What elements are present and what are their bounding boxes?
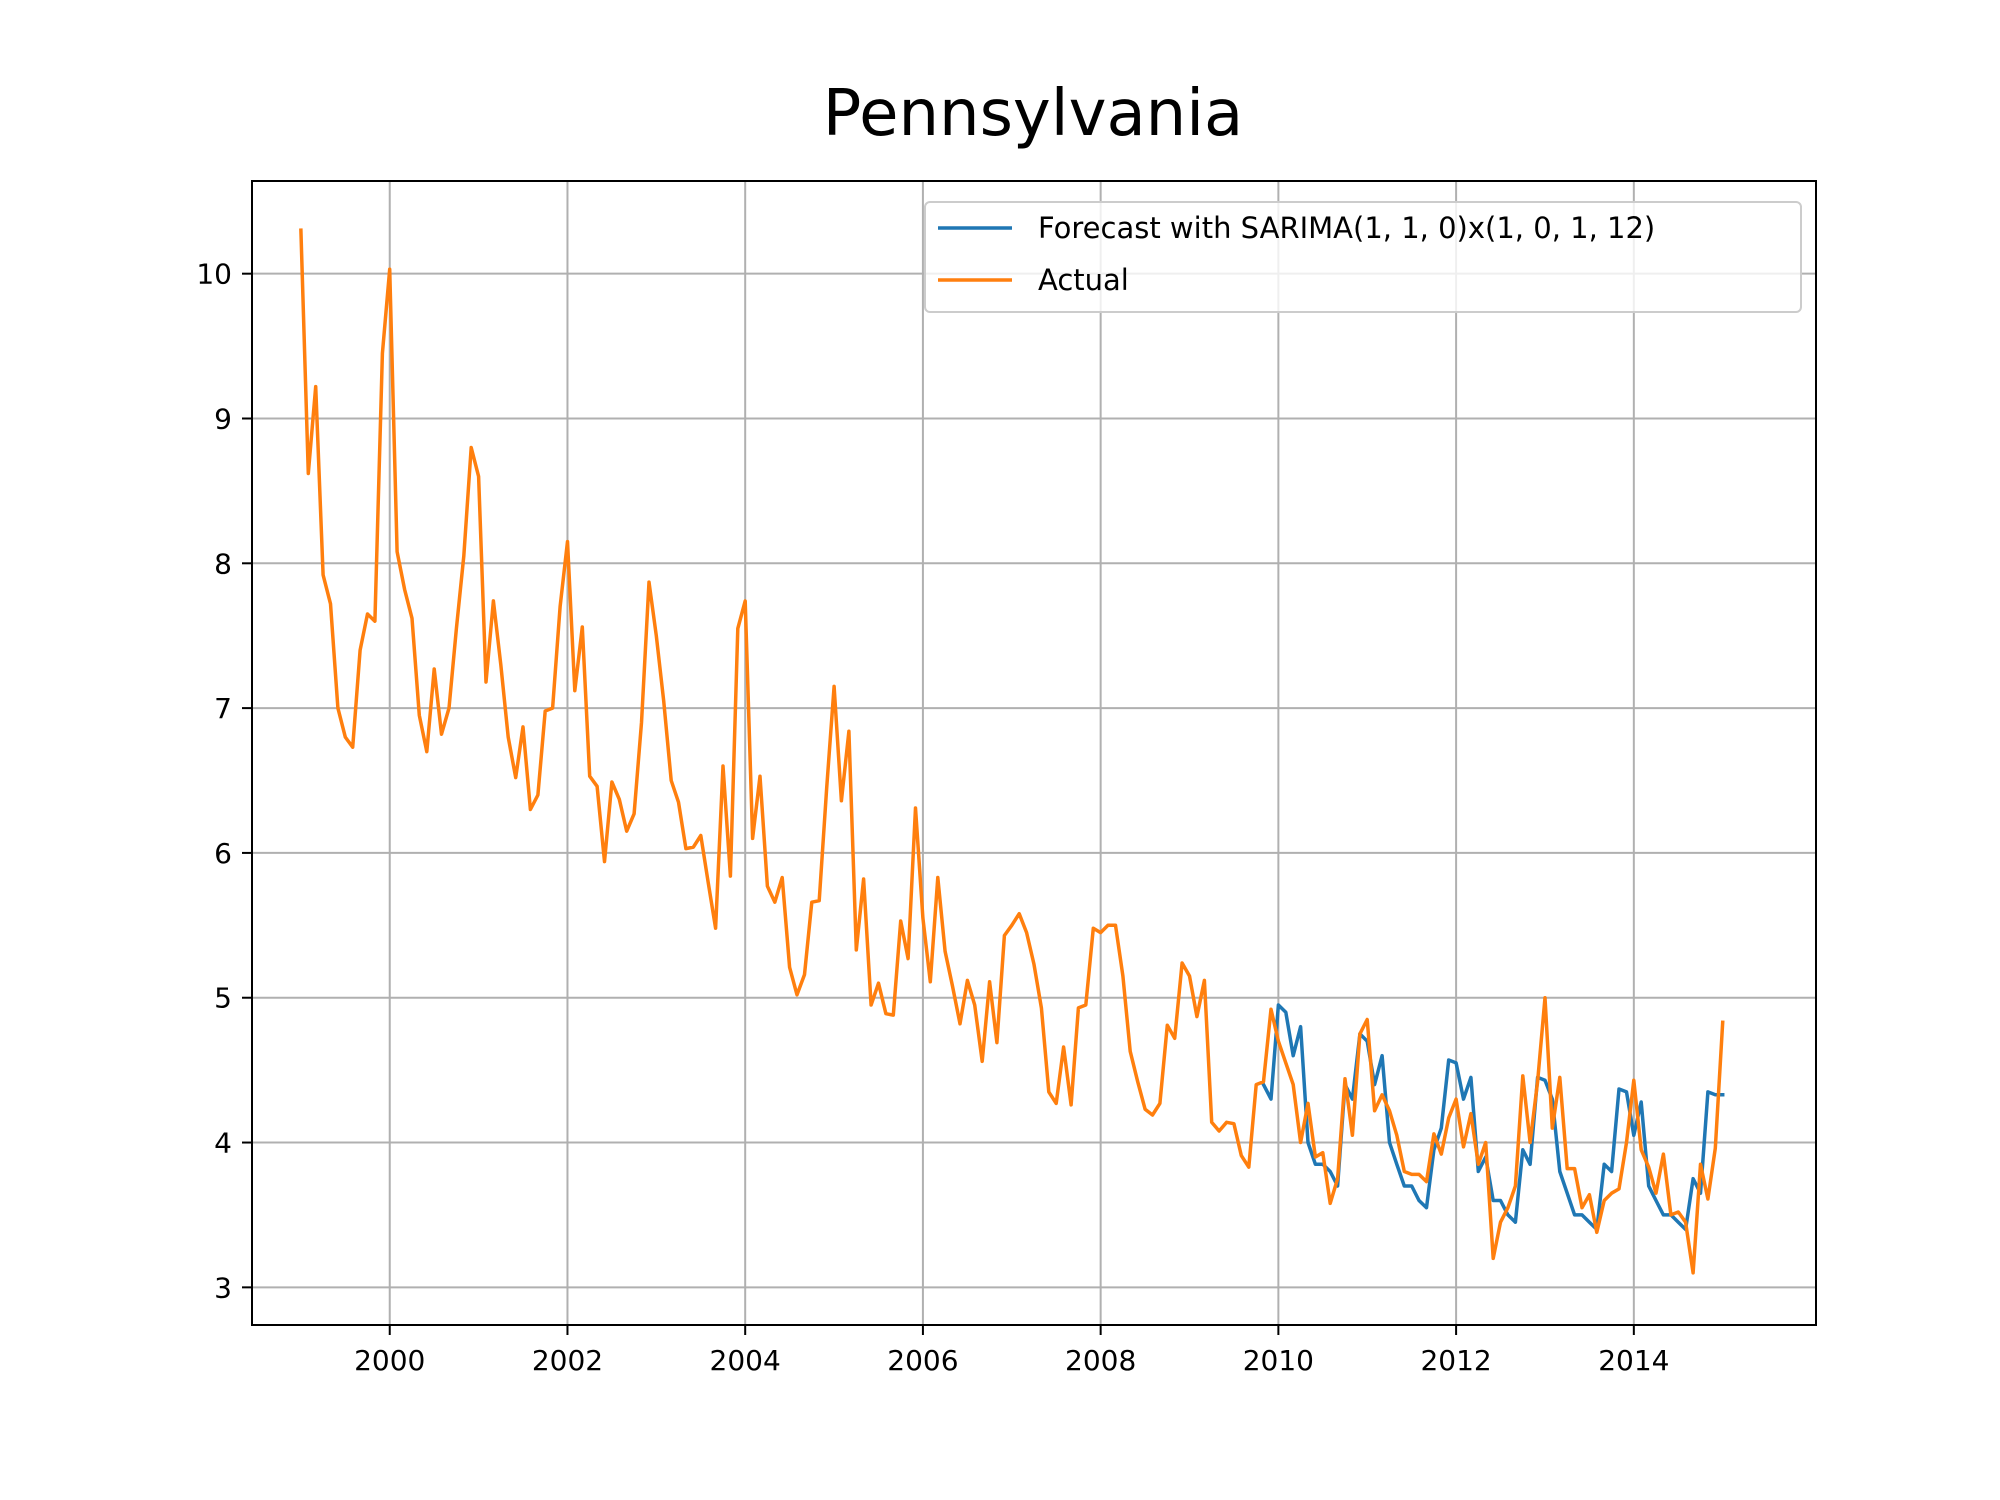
y-tick-label: 7 bbox=[214, 692, 232, 725]
axis-ticks: 2000 2002 2004 2006 2008 2010 2012 2014 3 4 5 6 7 8 9 1… bbox=[196, 258, 1669, 1377]
y-tick-label: 10 bbox=[196, 258, 232, 291]
y-tick-label: 9 bbox=[214, 402, 232, 435]
y-tick-label: 4 bbox=[214, 1127, 232, 1160]
x-tick-label: 2002 bbox=[532, 1344, 603, 1377]
x-tick-label: 2010 bbox=[1243, 1344, 1314, 1377]
y-tick-label: 6 bbox=[214, 837, 232, 870]
x-tick-label: 2000 bbox=[354, 1344, 425, 1377]
plot-frame bbox=[251, 180, 1817, 1326]
legend-box bbox=[924, 201, 1802, 313]
legend-label-actual: Actual bbox=[1038, 263, 1129, 297]
series-lines bbox=[299, 228, 1725, 1275]
actual-series-line bbox=[299, 228, 1725, 1275]
x-tick-label: 2004 bbox=[710, 1344, 781, 1377]
x-tick-label: 2008 bbox=[1065, 1344, 1136, 1377]
y-tick-label: 3 bbox=[214, 1271, 232, 1304]
y-tick-label: 5 bbox=[214, 982, 232, 1015]
x-tick-label: 2014 bbox=[1598, 1344, 1669, 1377]
legend: Forecast with SARIMA(1, 1, 0)x(1, 0, 1, … bbox=[924, 201, 1802, 313]
legend-label-forecast: Forecast with SARIMA(1, 1, 0)x(1, 0, 1, … bbox=[1038, 211, 1655, 245]
chart-title: Pennsylvania bbox=[823, 77, 1243, 151]
x-tick-label: 2006 bbox=[887, 1344, 958, 1377]
y-tick-label: 8 bbox=[214, 547, 232, 580]
x-tick-label: 2012 bbox=[1420, 1344, 1491, 1377]
